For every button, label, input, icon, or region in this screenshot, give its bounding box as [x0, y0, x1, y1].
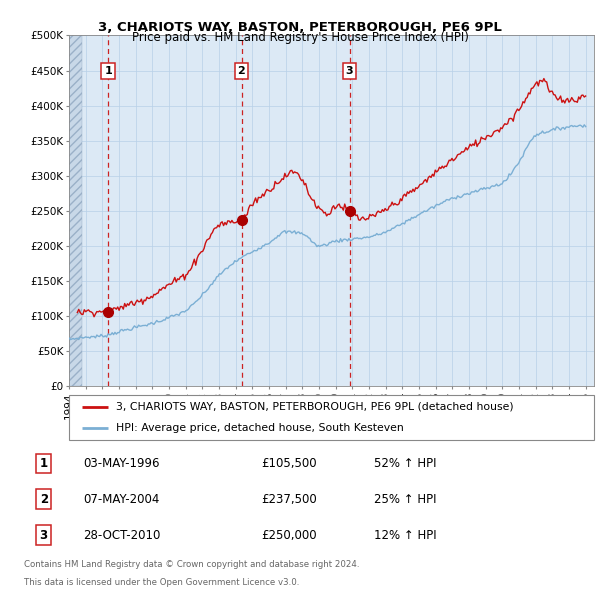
Text: 1: 1 [104, 66, 112, 76]
Text: 28-OCT-2010: 28-OCT-2010 [83, 529, 161, 542]
Text: 52% ↑ HPI: 52% ↑ HPI [374, 457, 436, 470]
Text: Price paid vs. HM Land Registry's House Price Index (HPI): Price paid vs. HM Land Registry's House … [131, 31, 469, 44]
Text: This data is licensed under the Open Government Licence v3.0.: This data is licensed under the Open Gov… [24, 578, 299, 586]
Text: 2: 2 [238, 66, 245, 76]
FancyBboxPatch shape [69, 395, 594, 440]
Text: 07-MAY-2004: 07-MAY-2004 [83, 493, 160, 506]
Text: 3, CHARIOTS WAY, BASTON, PETERBOROUGH, PE6 9PL (detached house): 3, CHARIOTS WAY, BASTON, PETERBOROUGH, P… [116, 402, 514, 412]
Text: £250,000: £250,000 [261, 529, 317, 542]
Text: 2: 2 [40, 493, 48, 506]
Text: 25% ↑ HPI: 25% ↑ HPI [374, 493, 436, 506]
Text: £237,500: £237,500 [261, 493, 317, 506]
Text: 1: 1 [40, 457, 48, 470]
Text: 03-MAY-1996: 03-MAY-1996 [83, 457, 160, 470]
Text: 3: 3 [346, 66, 353, 76]
Text: Contains HM Land Registry data © Crown copyright and database right 2024.: Contains HM Land Registry data © Crown c… [24, 560, 359, 569]
Text: 3, CHARIOTS WAY, BASTON, PETERBOROUGH, PE6 9PL: 3, CHARIOTS WAY, BASTON, PETERBOROUGH, P… [98, 21, 502, 34]
Text: £105,500: £105,500 [261, 457, 317, 470]
Text: HPI: Average price, detached house, South Kesteven: HPI: Average price, detached house, Sout… [116, 423, 404, 433]
Text: 12% ↑ HPI: 12% ↑ HPI [374, 529, 436, 542]
Text: 3: 3 [40, 529, 48, 542]
